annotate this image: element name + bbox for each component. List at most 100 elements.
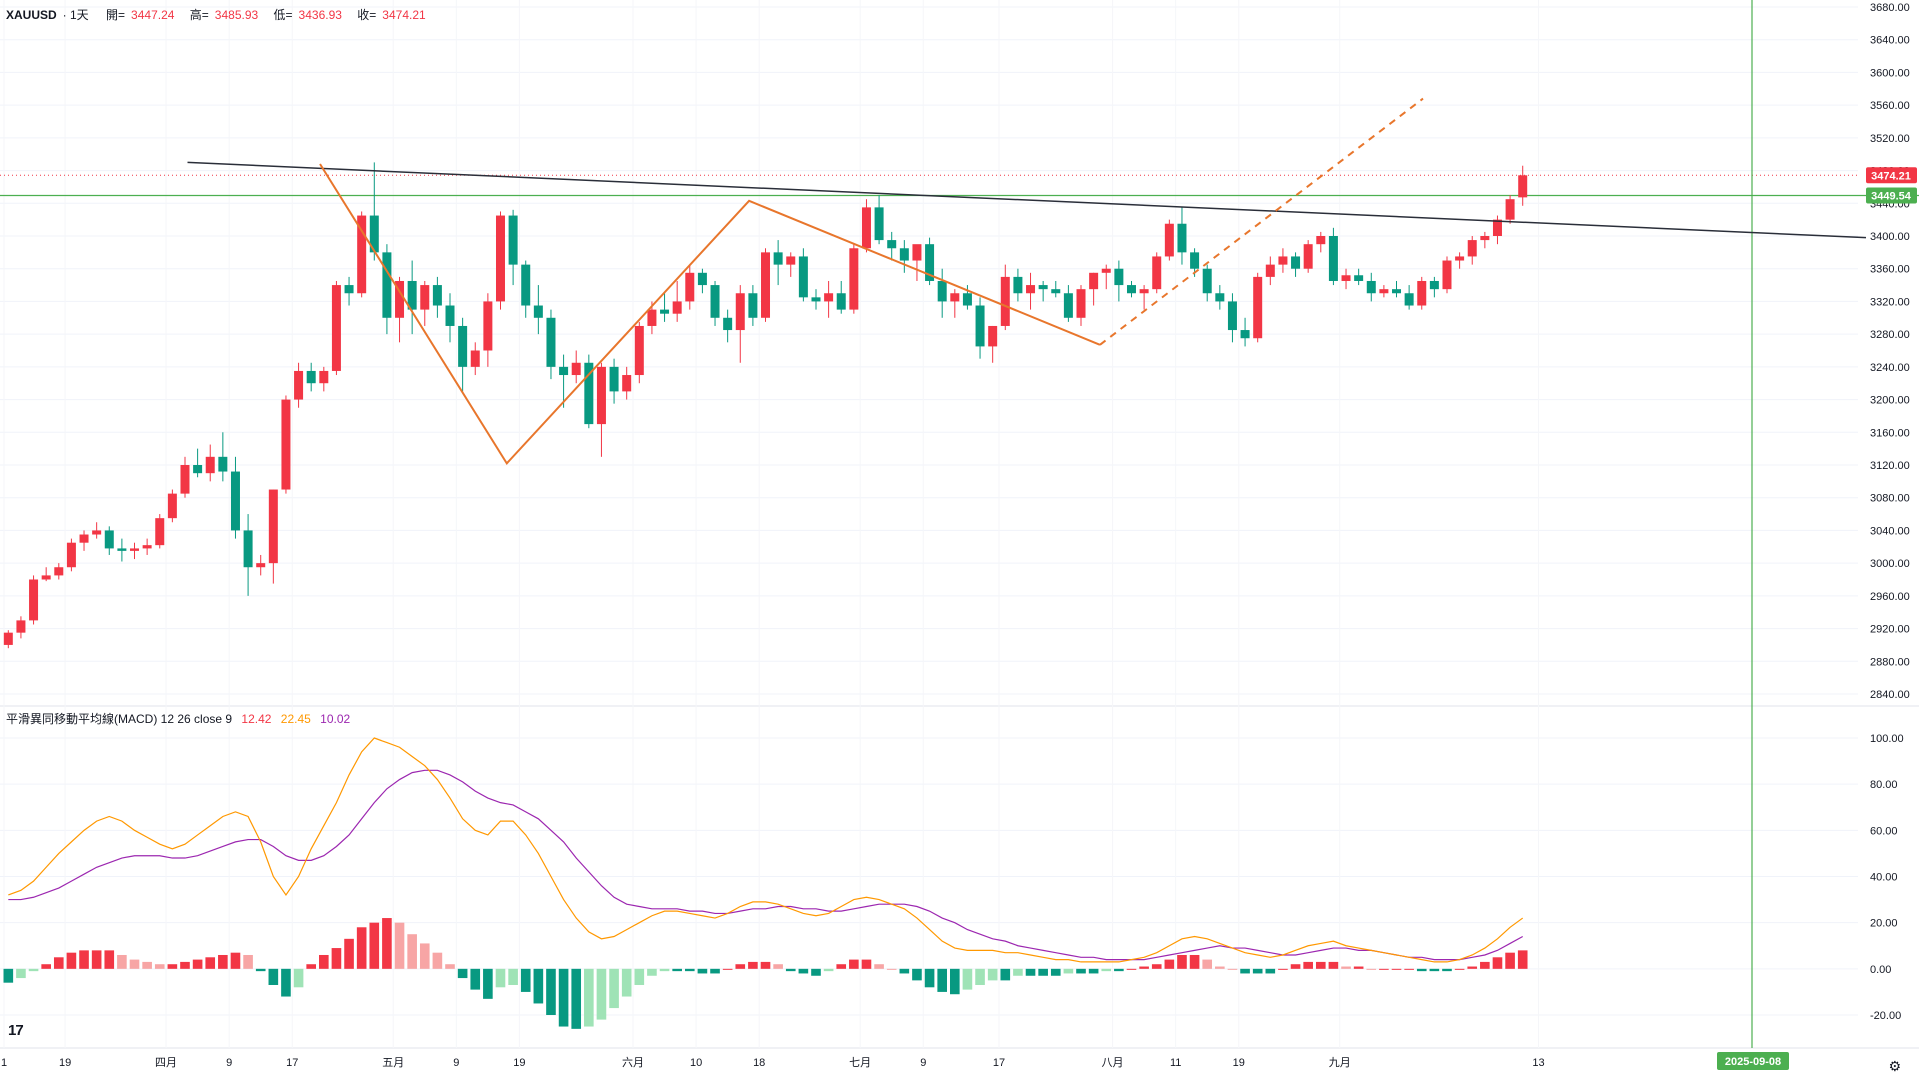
candle-body — [1126, 285, 1136, 294]
close-label: 收= — [357, 8, 377, 22]
candle-body — [130, 548, 140, 551]
candle-body — [458, 325, 468, 367]
time-axis: 1 19 四月 9 17 五月 9 19 六月 10 18 七月 9 17 八月 11 19 九月 13 — [1, 1056, 1545, 1069]
candle-body — [950, 293, 960, 302]
candle-body — [533, 305, 543, 318]
candle-body — [647, 309, 657, 326]
histogram-bar — [1114, 968, 1124, 972]
drawings[interactable] — [0, 0, 1919, 1048]
histogram-bar — [924, 968, 935, 988]
histogram-bar — [760, 961, 771, 969]
histogram-bar — [520, 968, 531, 992]
histogram-bar — [710, 968, 720, 974]
candle-body — [1379, 289, 1389, 294]
projection-line — [1099, 97, 1424, 346]
histogram-bar — [584, 968, 594, 1027]
candle-body — [660, 309, 670, 314]
price-tick-label: 2840.00 — [1870, 689, 1910, 701]
candle-body — [243, 530, 253, 568]
macd-tick-label: 0.00 — [1870, 964, 1891, 976]
histogram-bar — [912, 968, 922, 981]
candle-body — [3, 632, 13, 645]
histogram-bar — [28, 968, 39, 972]
candle-body — [1303, 244, 1313, 269]
signal-line — [8, 769, 1523, 961]
histogram-bar — [508, 968, 518, 985]
candle-body — [1417, 280, 1427, 306]
pattern-drawings[interactable] — [187, 97, 1867, 466]
candle-body — [1265, 264, 1275, 277]
candle-body — [1114, 268, 1124, 286]
histogram-bar — [1290, 964, 1301, 969]
histogram-bar — [533, 968, 544, 1004]
time-tick-label: 10 — [690, 1057, 702, 1069]
macd-axis: 100.00 80.00 60.00 40.00 20.00 0.00 -20.00 — [1870, 733, 1904, 1022]
candle-body — [1063, 293, 1073, 318]
candle-body — [622, 375, 632, 392]
histogram-bar — [609, 968, 619, 1009]
histogram-bar — [281, 968, 291, 997]
histogram-bar — [1088, 968, 1099, 974]
candle-body — [584, 362, 594, 425]
histogram-bar — [1454, 968, 1465, 970]
candle-body — [723, 317, 733, 331]
candle-body — [887, 240, 897, 249]
open-label: 開= — [106, 8, 126, 22]
candle-body — [104, 530, 114, 549]
price-tick-label: 3000.00 — [1870, 558, 1910, 570]
candle-body — [1215, 293, 1225, 302]
candle-body — [420, 285, 430, 310]
candle-body — [609, 366, 619, 392]
zigzag-pattern — [319, 163, 1101, 466]
candle-body — [1000, 276, 1010, 326]
histogram-bar — [962, 968, 973, 990]
histogram-bar — [571, 968, 582, 1029]
histogram-bar — [987, 968, 998, 981]
histogram-bar — [1252, 968, 1263, 974]
histogram-bar — [1215, 966, 1225, 969]
candle-body — [483, 301, 493, 351]
candle-body — [1164, 223, 1174, 257]
histogram-bar — [1505, 952, 1515, 969]
price-tick-label: 3360.00 — [1870, 264, 1910, 276]
candle-body — [1013, 276, 1023, 294]
time-tick-label: 17 — [993, 1057, 1005, 1069]
candle-body — [357, 215, 367, 294]
histogram-bar — [319, 954, 329, 969]
candle-body — [167, 493, 177, 519]
symbol-legend[interactable]: XAUUSD · 1天 開= 3447.24 高= 3485.93 低= 3436.93… — [6, 6, 438, 23]
macd-indicator-name[interactable]: 平滑異同移動平均線(MACD) 12 26 close 9 — [6, 712, 233, 726]
histogram-bar — [748, 961, 758, 969]
histogram-bar — [483, 968, 493, 999]
macd-tick-label: 40.00 — [1870, 872, 1898, 884]
tradingview-logo[interactable]: 17 — [8, 1022, 24, 1039]
candle-body — [735, 293, 745, 331]
histogram-bar — [268, 968, 279, 985]
candle-body — [937, 280, 947, 302]
symbol-name[interactable]: XAUUSD — [6, 8, 57, 22]
gear-icon[interactable]: ⚙ — [1888, 1058, 1901, 1074]
histogram-bar — [1517, 950, 1528, 969]
candle-body — [142, 545, 152, 549]
histogram-bar — [684, 968, 695, 972]
histogram-bar — [596, 968, 607, 1020]
histogram-bar — [773, 964, 783, 969]
price-tick-label: 3120.00 — [1870, 460, 1910, 472]
candle-body — [634, 325, 644, 376]
candle-body — [1253, 276, 1263, 339]
histogram-bar — [1013, 968, 1023, 976]
price-tick-label: 3520.00 — [1870, 133, 1910, 145]
histogram-bar — [369, 922, 380, 969]
interval-label[interactable]: · 1天 — [62, 8, 89, 22]
close-value: 3474.21 — [382, 8, 426, 22]
macd-legend[interactable]: 平滑異同移動平均線(MACD) 12 26 close 9 12.42 22.4… — [6, 710, 356, 727]
candle-body — [1505, 199, 1515, 220]
macd-tick-label: 20.00 — [1870, 918, 1898, 930]
histogram-bar — [785, 968, 796, 972]
price-tick-label: 2920.00 — [1870, 624, 1910, 636]
candle-body — [1455, 256, 1465, 261]
histogram-bar — [811, 968, 821, 976]
histogram-bar — [1429, 968, 1440, 972]
candle-body — [1227, 301, 1237, 331]
